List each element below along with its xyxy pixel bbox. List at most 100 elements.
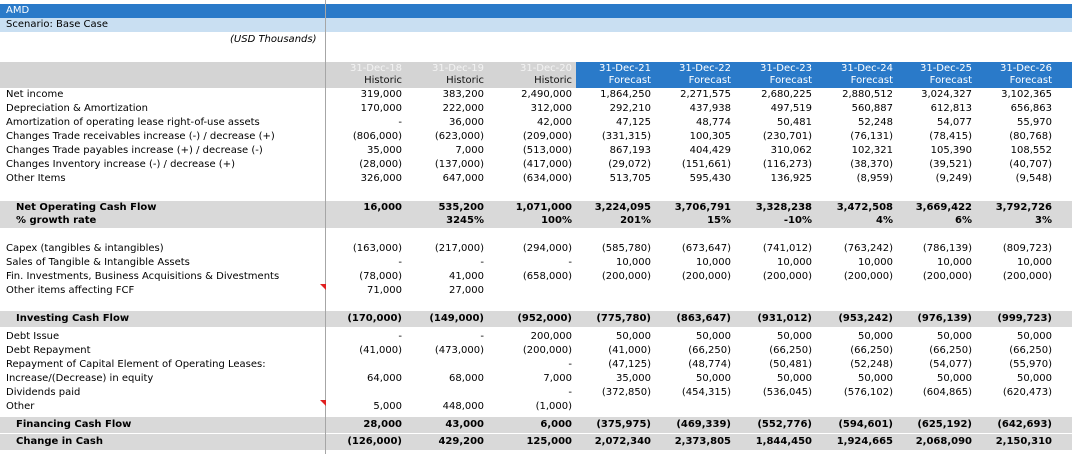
value-cell[interactable]: 3% bbox=[1035, 215, 1052, 226]
value-cell[interactable]: (952,000) bbox=[517, 313, 572, 324]
row-label[interactable]: Dividends paid bbox=[6, 387, 81, 398]
value-cell[interactable]: (47,125) bbox=[608, 359, 651, 370]
value-cell[interactable]: 310,062 bbox=[770, 145, 812, 156]
column-date-header[interactable]: 31-Dec-23 bbox=[759, 63, 812, 74]
value-cell[interactable]: (200,000) bbox=[1002, 271, 1052, 282]
value-cell[interactable]: 50,000 bbox=[616, 331, 651, 342]
row-label[interactable]: Net Operating Cash Flow bbox=[16, 202, 157, 213]
value-cell[interactable]: (28,000) bbox=[359, 159, 402, 170]
value-cell[interactable]: (76,131) bbox=[850, 131, 893, 142]
value-cell[interactable]: 35,000 bbox=[616, 373, 651, 384]
value-cell[interactable]: (9,548) bbox=[1015, 173, 1052, 184]
row-label[interactable]: Debt Repayment bbox=[6, 345, 91, 356]
value-cell[interactable]: (513,000) bbox=[522, 145, 572, 156]
value-cell[interactable]: 50,000 bbox=[1017, 331, 1052, 342]
value-cell[interactable]: (41,000) bbox=[359, 345, 402, 356]
column-date-header[interactable]: 31-Dec-22 bbox=[678, 63, 731, 74]
value-cell[interactable]: 2,490,000 bbox=[521, 89, 572, 100]
value-cell[interactable]: 656,863 bbox=[1010, 103, 1052, 114]
row-label[interactable]: Increase/(Decrease) in equity bbox=[6, 373, 154, 384]
column-kind-header[interactable]: Forecast bbox=[1009, 75, 1052, 86]
row-label[interactable]: Financing Cash Flow bbox=[16, 419, 132, 430]
row-label[interactable]: Investing Cash Flow bbox=[16, 313, 130, 324]
value-cell[interactable]: 2,072,340 bbox=[594, 436, 651, 447]
value-cell[interactable]: (50,481) bbox=[769, 359, 812, 370]
column-date-header[interactable]: 31-Dec-24 bbox=[840, 63, 893, 74]
value-cell[interactable]: 612,813 bbox=[930, 103, 972, 114]
value-cell[interactable]: (78,000) bbox=[359, 271, 402, 282]
value-cell[interactable]: (209,000) bbox=[522, 131, 572, 142]
value-cell[interactable]: (29,072) bbox=[608, 159, 651, 170]
column-kind-header[interactable]: Forecast bbox=[850, 75, 893, 86]
value-cell[interactable]: (163,000) bbox=[352, 243, 402, 254]
value-cell[interactable]: 108,552 bbox=[1010, 145, 1052, 156]
value-cell[interactable]: (620,473) bbox=[1002, 387, 1052, 398]
value-cell[interactable]: (55,970) bbox=[1009, 359, 1052, 370]
value-cell[interactable]: (623,000) bbox=[434, 131, 484, 142]
value-cell[interactable]: 535,200 bbox=[438, 202, 484, 213]
value-cell[interactable]: (52,248) bbox=[850, 359, 893, 370]
value-cell[interactable]: 3245% bbox=[446, 215, 484, 226]
value-cell[interactable]: (200,000) bbox=[922, 271, 972, 282]
column-date-header[interactable]: 31-Dec-21 bbox=[598, 63, 651, 74]
value-cell[interactable]: 3,328,238 bbox=[755, 202, 812, 213]
value-cell[interactable]: 1,844,450 bbox=[755, 436, 812, 447]
row-label[interactable]: Changes Trade payables increase (+) / de… bbox=[6, 145, 263, 156]
value-cell[interactable]: (536,045) bbox=[762, 387, 812, 398]
value-cell[interactable]: 50,000 bbox=[696, 331, 731, 342]
value-cell[interactable]: (200,000) bbox=[522, 345, 572, 356]
column-date-header[interactable]: 31-Dec-26 bbox=[999, 63, 1052, 74]
value-cell[interactable]: 105,390 bbox=[930, 145, 972, 156]
value-cell[interactable]: -10% bbox=[783, 215, 812, 226]
value-cell[interactable]: 52,248 bbox=[858, 117, 893, 128]
value-cell[interactable]: 10,000 bbox=[616, 257, 651, 268]
value-cell[interactable]: (634,000) bbox=[522, 173, 572, 184]
value-cell[interactable]: 3,102,365 bbox=[1001, 89, 1052, 100]
value-cell[interactable]: (137,000) bbox=[434, 159, 484, 170]
column-date-header[interactable]: 31-Dec-18 bbox=[349, 63, 402, 74]
value-cell[interactable]: (66,250) bbox=[769, 345, 812, 356]
value-cell[interactable]: (78,415) bbox=[929, 131, 972, 142]
row-label[interactable]: Change in Cash bbox=[16, 436, 103, 447]
value-cell[interactable]: 50,000 bbox=[937, 331, 972, 342]
value-cell[interactable]: (48,774) bbox=[688, 359, 731, 370]
value-cell[interactable]: - bbox=[568, 387, 572, 398]
value-cell[interactable]: 3,669,422 bbox=[915, 202, 972, 213]
value-cell[interactable]: 2,880,512 bbox=[842, 89, 893, 100]
value-cell[interactable]: (9,249) bbox=[935, 173, 972, 184]
value-cell[interactable]: 3,024,327 bbox=[921, 89, 972, 100]
value-cell[interactable]: 7,000 bbox=[455, 145, 484, 156]
value-cell[interactable]: (66,250) bbox=[929, 345, 972, 356]
value-cell[interactable]: (469,339) bbox=[676, 419, 731, 430]
column-kind-header[interactable]: Forecast bbox=[769, 75, 812, 86]
value-cell[interactable]: 50,000 bbox=[777, 373, 812, 384]
row-label[interactable]: Capex (tangibles & intangibles) bbox=[6, 243, 164, 254]
column-kind-header[interactable]: Historic bbox=[364, 75, 402, 86]
value-cell[interactable]: (66,250) bbox=[850, 345, 893, 356]
column-kind-header[interactable]: Forecast bbox=[608, 75, 651, 86]
value-cell[interactable]: (931,012) bbox=[757, 313, 812, 324]
value-cell[interactable]: 43,000 bbox=[445, 419, 484, 430]
value-cell[interactable]: (217,000) bbox=[434, 243, 484, 254]
column-date-header[interactable]: 31-Dec-19 bbox=[431, 63, 484, 74]
company-title[interactable]: AMD bbox=[6, 5, 30, 16]
value-cell[interactable]: (806,000) bbox=[352, 131, 402, 142]
value-cell[interactable]: 15% bbox=[707, 215, 731, 226]
value-cell[interactable]: (40,707) bbox=[1009, 159, 1052, 170]
value-cell[interactable]: (594,601) bbox=[838, 419, 893, 430]
value-cell[interactable]: 1,864,250 bbox=[600, 89, 651, 100]
value-cell[interactable]: (786,139) bbox=[922, 243, 972, 254]
value-cell[interactable]: (41,000) bbox=[608, 345, 651, 356]
value-cell[interactable]: (38,370) bbox=[850, 159, 893, 170]
value-cell[interactable]: 222,000 bbox=[442, 103, 484, 114]
value-cell[interactable]: 595,430 bbox=[689, 173, 731, 184]
row-label[interactable]: Changes Inventory increase (-) / decreas… bbox=[6, 159, 235, 170]
row-label[interactable]: Amortization of operating lease right-of… bbox=[6, 117, 260, 128]
value-cell[interactable]: (200,000) bbox=[681, 271, 731, 282]
value-cell[interactable]: (331,315) bbox=[601, 131, 651, 142]
value-cell[interactable]: 6% bbox=[955, 215, 972, 226]
value-cell[interactable]: 404,429 bbox=[689, 145, 731, 156]
value-cell[interactable]: (170,000) bbox=[347, 313, 402, 324]
value-cell[interactable]: 2,271,575 bbox=[680, 89, 731, 100]
value-cell[interactable]: 312,000 bbox=[530, 103, 572, 114]
